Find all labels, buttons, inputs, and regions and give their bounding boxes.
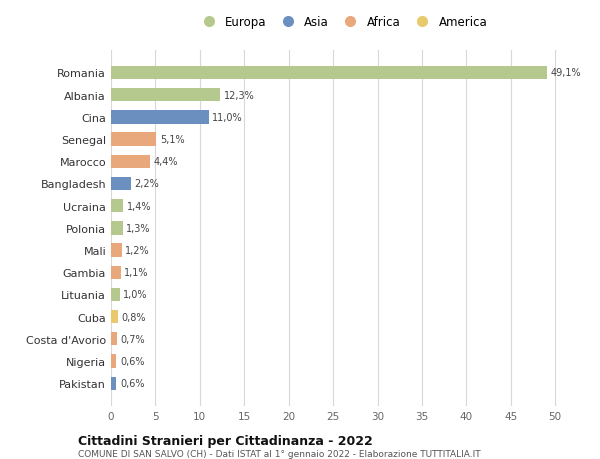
Bar bbox=[111, 178, 131, 190]
Bar bbox=[111, 310, 118, 324]
Bar bbox=[111, 89, 220, 102]
Bar bbox=[111, 377, 116, 390]
Text: 5,1%: 5,1% bbox=[160, 135, 184, 145]
Text: 0,6%: 0,6% bbox=[120, 378, 145, 388]
Bar bbox=[111, 111, 209, 124]
Text: 49,1%: 49,1% bbox=[551, 68, 581, 78]
Text: 1,2%: 1,2% bbox=[125, 246, 150, 256]
Text: 0,8%: 0,8% bbox=[122, 312, 146, 322]
Text: 1,1%: 1,1% bbox=[124, 268, 149, 278]
Text: 0,7%: 0,7% bbox=[121, 334, 145, 344]
Bar bbox=[111, 288, 120, 302]
Text: 1,0%: 1,0% bbox=[124, 290, 148, 300]
Text: Cittadini Stranieri per Cittadinanza - 2022: Cittadini Stranieri per Cittadinanza - 2… bbox=[78, 434, 373, 447]
Bar bbox=[111, 133, 157, 146]
Bar bbox=[111, 155, 150, 168]
Text: COMUNE DI SAN SALVO (CH) - Dati ISTAT al 1° gennaio 2022 - Elaborazione TUTTITAL: COMUNE DI SAN SALVO (CH) - Dati ISTAT al… bbox=[78, 449, 481, 458]
Legend: Europa, Asia, Africa, America: Europa, Asia, Africa, America bbox=[194, 14, 490, 31]
Text: 11,0%: 11,0% bbox=[212, 112, 243, 123]
Bar bbox=[111, 244, 122, 257]
Bar bbox=[111, 200, 124, 213]
Text: 0,6%: 0,6% bbox=[120, 356, 145, 366]
Bar bbox=[111, 222, 122, 235]
Bar bbox=[111, 332, 117, 346]
Bar bbox=[111, 67, 547, 80]
Text: 12,3%: 12,3% bbox=[224, 90, 254, 101]
Text: 1,4%: 1,4% bbox=[127, 201, 151, 211]
Bar bbox=[111, 266, 121, 279]
Text: 2,2%: 2,2% bbox=[134, 179, 159, 189]
Text: 4,4%: 4,4% bbox=[154, 157, 178, 167]
Bar bbox=[111, 355, 116, 368]
Text: 1,3%: 1,3% bbox=[126, 224, 151, 233]
